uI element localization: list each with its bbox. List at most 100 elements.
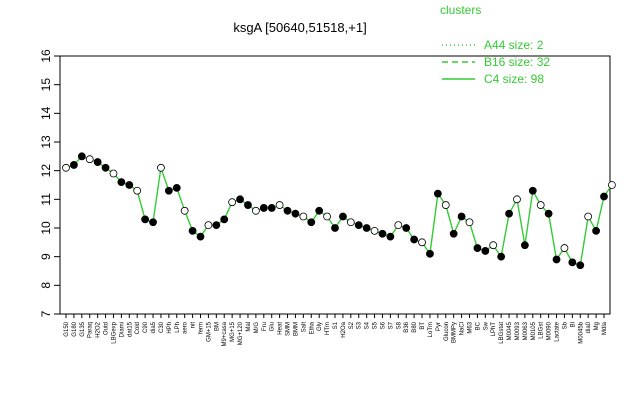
x-tick-label: nit [191,322,197,329]
data-point [433,189,442,198]
data-point [362,224,371,232]
data-point [528,186,537,195]
x-tick-label: MG+15 [230,321,236,342]
data-point [172,183,181,192]
x-tick-label: ferm [199,322,205,334]
legend: clusters A44 size: 2 B16 size: 32 C4 siz… [440,3,550,86]
x-tick-label: MG+120 [238,321,244,345]
x-axis: G150 G180 G135 Paraq H2O2 Outd LBGexp Diami dat1… [64,314,608,347]
data-point [236,195,244,204]
data-point [85,155,94,164]
x-tick-label: H2O2 [96,321,102,337]
data-point [133,186,142,195]
y-tick-label: 8 [39,282,53,289]
x-tick-label: S5 [373,321,379,329]
x-tick-label: LBGexp [111,321,117,343]
data-point [251,206,260,215]
x-tick-label: BMM [293,322,299,336]
data-point [62,163,70,172]
data-point [536,201,545,209]
data-point [141,215,150,224]
x-tick-label: Pyr [436,322,442,331]
x-tick-label: Sw [483,321,489,330]
x-tick-label: Heat [278,322,284,335]
y-tick-label: 14 [39,106,53,120]
data-point [410,235,419,244]
y-tick-label: 11 [39,193,53,206]
data-point [196,232,205,241]
data-point [101,163,110,172]
y-tick-label: 15 [39,78,53,92]
x-tick-label: Lactate [555,321,561,341]
x-tick-label: NaCl [460,322,466,335]
data-point [157,163,165,172]
data-point [441,201,450,209]
data-point [339,212,347,221]
x-tick-label: S3 [357,321,363,329]
x-tick-label: S7 [388,321,394,329]
data-point [346,218,355,227]
x-tick-label: M0063 [523,321,529,340]
x-tick-label: LBGst [539,322,545,339]
data-point [220,215,229,224]
x-tick-label: G135 [80,321,86,336]
x-tick-label: HPh [167,322,173,334]
data-point [299,212,308,221]
data-point [259,204,268,212]
x-tick-label: aero [183,321,189,334]
data-point [584,212,593,221]
x-tick-label: Etha [309,321,315,334]
x-tick-label: dat15 [127,321,133,337]
x-tick-label: dia0 [586,321,592,333]
data-point [370,226,379,235]
x-tick-label: Mdla [602,321,608,335]
x-tick-label: Salt [301,322,307,333]
data-point [283,206,292,215]
x-tick-label: S2 [349,321,355,329]
legend-title: clusters [440,3,481,17]
x-tick-label: Mg [594,322,600,330]
x-tick-label: M9+casa [222,321,228,346]
data-point [354,221,363,230]
x-tick-label: B80 [412,321,418,332]
x-tick-label: BC [475,321,481,330]
x-tick-label: M0093 [515,321,521,340]
x-tick-label: dia5 [151,321,157,333]
x-tick-label: Mal [246,322,252,332]
data-point [592,226,600,235]
data-point [307,218,316,227]
x-tick-label: LPh [175,322,181,333]
x-tick-label: HTm [325,322,331,335]
x-tick-label: S1 [333,321,339,329]
x-tick-label: M0090 [547,321,553,340]
series-line [65,155,613,267]
y-tick-label: 12 [39,164,53,178]
data-point [449,229,458,238]
x-tick-label: LoTm [428,322,434,337]
x-tick-label: M0105 [531,321,537,340]
data-point [188,226,197,235]
data-point [426,249,434,258]
data-point [117,178,126,187]
x-tick-label: BT [420,322,426,330]
data-point [481,247,490,255]
x-tick-label: Glu [270,322,276,331]
data-point [323,212,331,221]
x-tick-label: BM [214,322,220,331]
data-point [608,181,616,189]
data-point [267,204,276,212]
y-axis: 7 8 9 10 11 12 13 14 15 16 [39,49,60,317]
x-tick-label: Sb [562,321,568,329]
data-points [62,152,616,270]
x-tick-label: H2Oa [341,321,347,337]
y-tick-label: 10 [39,221,53,235]
data-point [513,195,521,204]
data-point [576,261,585,270]
data-point [560,244,569,252]
data-point [125,181,134,189]
x-tick-label: S6 [380,321,386,329]
data-point [489,241,498,250]
y-tick-label: 7 [39,310,53,317]
x-tick-label: C90 [143,321,149,333]
y-tick-label: 9 [39,253,53,260]
